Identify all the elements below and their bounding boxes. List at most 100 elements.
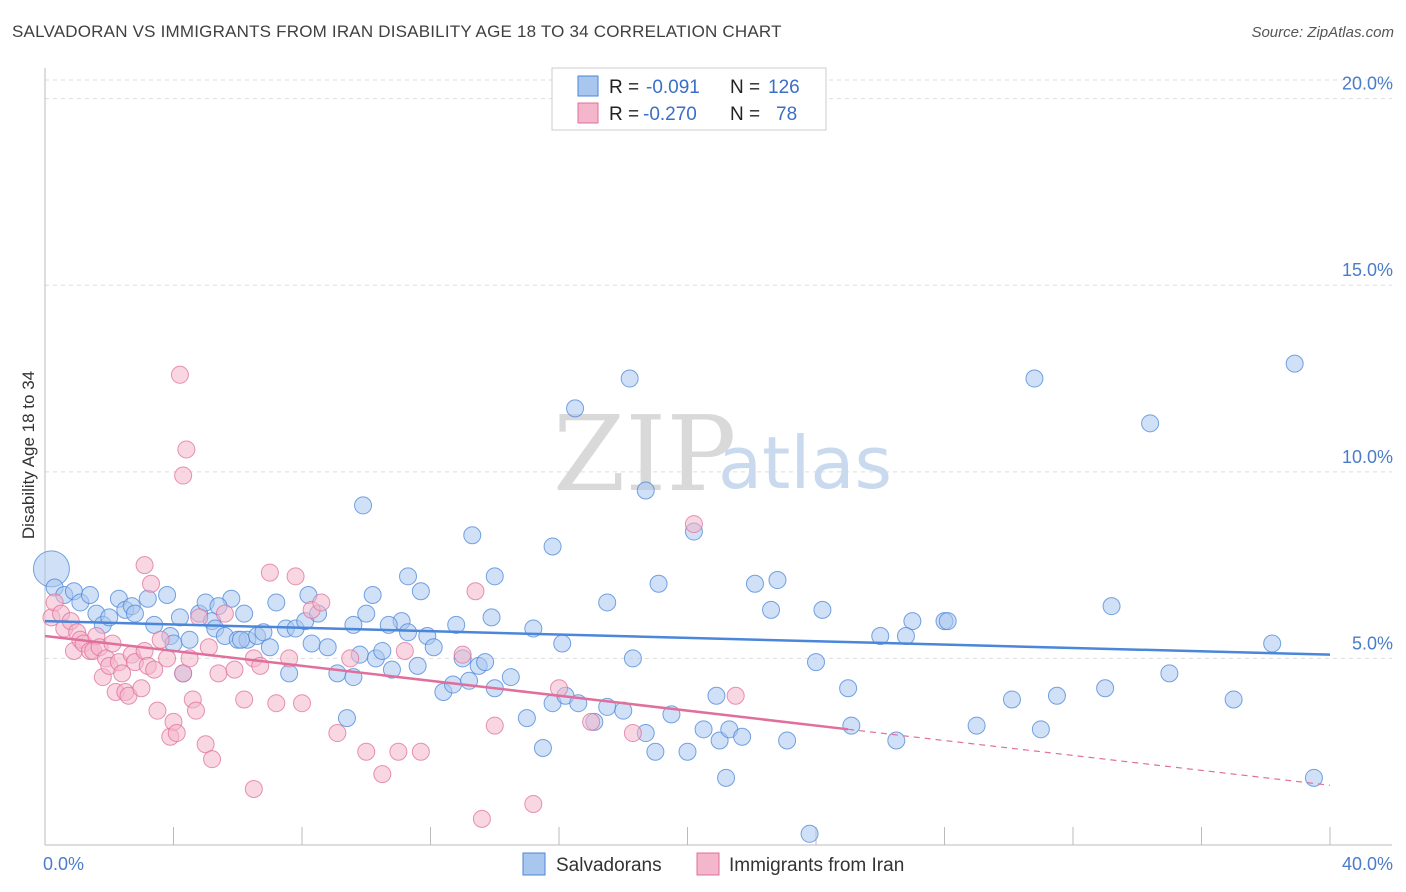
salvadoran-point-58 xyxy=(476,653,495,672)
iran-point-48 xyxy=(260,563,279,582)
salvadoran-point-41 xyxy=(328,664,347,683)
salvadoran-point-98 xyxy=(485,567,504,586)
salvadoran-point-20 xyxy=(180,630,199,649)
iran-point-19 xyxy=(113,664,132,683)
salvadoran-point-120 xyxy=(447,615,466,634)
iran-point-33 xyxy=(167,724,186,743)
iran-point-34 xyxy=(174,664,193,683)
legend-n-label-blue: N = xyxy=(730,77,760,98)
iran-point-42 xyxy=(209,664,228,683)
iran-point-60 xyxy=(395,641,414,660)
iran-point-45 xyxy=(235,690,254,709)
legend-swatch-blue xyxy=(577,75,599,97)
salvadoran-point-84 xyxy=(903,612,922,631)
salvadoran-point-113 xyxy=(896,627,915,646)
salvadoran-point-15 xyxy=(158,585,177,604)
salvadoran-point-103 xyxy=(636,481,655,500)
salvadoran-point-69 xyxy=(623,649,642,668)
salvadoran-point-117 xyxy=(1102,597,1121,616)
iran-point-29 xyxy=(151,630,170,649)
salvadoran-point-92 xyxy=(1263,634,1282,653)
series-legend: Salvadorans Immigrants from Iran xyxy=(522,852,904,876)
salvadoran-point-5 xyxy=(80,585,99,604)
y-tick-label-2: 15.0% xyxy=(1342,260,1393,280)
salvadoran-point-109 xyxy=(778,731,797,750)
salvadoran-point-125 xyxy=(411,582,430,601)
iran-point-62 xyxy=(453,645,472,664)
salvadoran-point-77 xyxy=(733,727,752,746)
salvadoran-point-115 xyxy=(1002,690,1021,709)
salvadoran-point-33 xyxy=(267,593,286,612)
watermark-atlas: atlas xyxy=(718,421,892,505)
bottom-legend-swatch-pink xyxy=(696,852,720,876)
tick-labels: 5.0% 10.0% 15.0% 20.0% 0.0% 40.0% xyxy=(43,74,1393,874)
iran-point-76 xyxy=(472,809,491,828)
iran-point-25 xyxy=(135,641,154,660)
x-tick-label-1: 40.0% xyxy=(1342,854,1393,874)
iran-point-51 xyxy=(286,567,305,586)
legend-r-label-pink: R = xyxy=(609,104,639,125)
iran-point-30 xyxy=(158,649,177,668)
salvadoran-point-93 xyxy=(1304,768,1323,787)
iran-point-69 xyxy=(726,686,745,705)
iran-point-63 xyxy=(485,716,504,735)
iran-point-75 xyxy=(466,582,485,601)
iran-point-74 xyxy=(142,574,161,593)
salvadoran-point-47 xyxy=(373,641,392,660)
stats-legend: R = -0.091 N = 126 R = -0.270 N = 78 xyxy=(551,67,827,131)
salvadoran-point-42 xyxy=(337,709,356,728)
iran-point-67 xyxy=(623,724,642,743)
iran-point-68 xyxy=(684,515,703,534)
salvadoran-point-119 xyxy=(1285,354,1304,373)
salvadoran-point-104 xyxy=(649,574,668,593)
salvadoran-point-90 xyxy=(1160,664,1179,683)
salvadoran-point-82 xyxy=(871,627,890,646)
bottom-legend-iran: Immigrants from Iran xyxy=(729,855,904,876)
iran-point-59 xyxy=(389,742,408,761)
salvadoran-point-89 xyxy=(1096,679,1115,698)
salvadoran-point-107 xyxy=(717,768,736,787)
salvadoran-point-88 xyxy=(1047,686,1066,705)
salvadoran-point-129 xyxy=(231,630,250,649)
salvadoran-point-112 xyxy=(842,716,861,735)
iran-point-43 xyxy=(215,604,234,623)
salvadoran-point-100 xyxy=(566,399,585,418)
salvadoran-point-116 xyxy=(1025,369,1044,388)
y-tick-label-3: 20.0% xyxy=(1342,74,1393,94)
salvadoran-point-95 xyxy=(399,567,418,586)
iran-point-66 xyxy=(582,712,601,731)
iran-point-61 xyxy=(411,742,430,761)
iran-point-39 xyxy=(196,735,215,754)
series-salvadorans xyxy=(32,354,1323,843)
chart-title: SALVADORAN VS IMMIGRANTS FROM IRAN DISAB… xyxy=(12,22,782,41)
iran-point-44 xyxy=(225,660,244,679)
source-note: Source: ZipAtlas.com xyxy=(1251,24,1394,41)
iran-point-28 xyxy=(148,701,167,720)
iran-point-41 xyxy=(203,750,222,769)
legend-swatch-pink xyxy=(577,102,599,124)
salvadoran-point-99 xyxy=(543,537,562,556)
x-tick-label-0: 0.0% xyxy=(43,854,84,874)
salvadoran-point-79 xyxy=(768,571,787,590)
iran-point-38 xyxy=(190,608,209,627)
legend-n-value-blue: 126 xyxy=(768,77,800,98)
salvadoran-trend-line xyxy=(44,619,1331,656)
salvadoran-point-28 xyxy=(235,604,254,623)
salvadoran-point-94 xyxy=(354,496,373,515)
salvadoran-point-121 xyxy=(424,638,443,657)
salvadoran-point-40 xyxy=(318,638,337,657)
salvadoran-point-78 xyxy=(745,574,764,593)
legend-r-value-blue: -0.091 xyxy=(646,77,700,98)
iran-point-58 xyxy=(373,765,392,784)
salvadoran-point-106 xyxy=(707,686,726,705)
salvadoran-point-62 xyxy=(533,738,552,757)
salvadoran-point-45 xyxy=(357,604,376,623)
iran-point-49 xyxy=(267,694,286,713)
salvadoran-point-71 xyxy=(646,742,665,761)
iran-trend-extension xyxy=(848,728,1331,786)
salvadoran-point-13 xyxy=(138,589,157,608)
salvadoran-point-48 xyxy=(382,660,401,679)
iran-trend-line xyxy=(44,634,849,731)
salvadoran-point-87 xyxy=(1031,720,1050,739)
